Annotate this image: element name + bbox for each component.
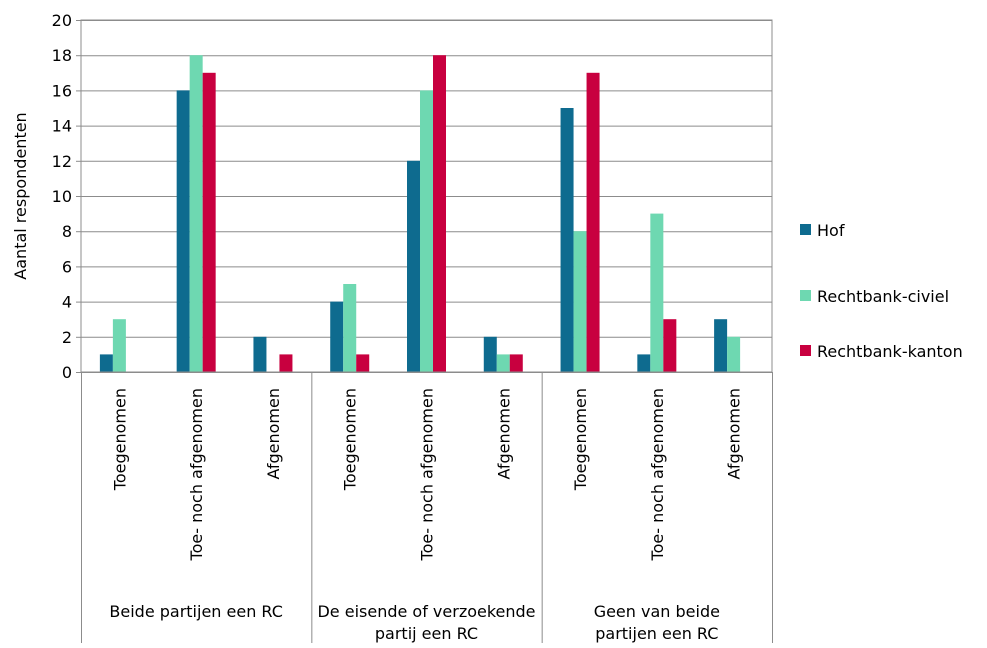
y-tick-label: 20 (52, 11, 72, 30)
legend-swatch (800, 290, 811, 301)
category-label: Toegenomen (341, 388, 360, 491)
bar-rechtbank-kanton (663, 319, 677, 372)
legend-swatch (800, 224, 811, 235)
legend-swatch (800, 345, 811, 356)
category-label: Toe- noch afgenomen (418, 388, 437, 561)
bars (99, 55, 741, 373)
y-tick-label: 16 (52, 81, 72, 100)
bar-hof (714, 319, 728, 372)
y-tick-label: 6 (62, 257, 72, 276)
bar-hof (253, 336, 267, 372)
bar-hof (483, 336, 497, 372)
bar-hof (637, 354, 651, 372)
legend-label: Rechtbank-kanton (817, 342, 963, 361)
bar-hof (560, 108, 574, 372)
legend-label: Rechtbank-civiel (817, 287, 949, 306)
bar-rechtbank-civiel (343, 284, 357, 372)
bar-rechtbank-kanton (356, 354, 370, 372)
bar-hof (330, 301, 344, 372)
category-label: Afgenomen (725, 388, 744, 480)
axes: 0 2 4 6 8 10 12 14 16 18 20 Toegenomen Toe- noch afg… (52, 11, 773, 643)
y-tick-label: 0 (62, 363, 72, 382)
bar-rechtbank-civiel (727, 336, 741, 372)
bar-rechtbank-civiel (650, 213, 664, 372)
group-label: partijen een RC (595, 624, 718, 643)
bar-hof (407, 160, 420, 372)
y-tick-label: 18 (52, 46, 72, 65)
category-label: Afgenomen (264, 388, 283, 480)
category-label: Toegenomen (571, 388, 590, 491)
y-tick-label: 14 (52, 117, 72, 136)
category-label: Toe- noch afgenomen (187, 388, 206, 561)
bar-rechtbank-civiel (112, 319, 126, 372)
group-label: Beide partijen een RC (109, 602, 283, 621)
bar-rechtbank-kanton (202, 72, 216, 373)
group-label: partij een RC (375, 624, 478, 643)
y-tick-label: 2 (62, 328, 72, 347)
bar-rechtbank-civiel (420, 90, 433, 373)
y-tick-label: 10 (52, 187, 72, 206)
bar-rechtbank-kanton (509, 354, 523, 372)
y-axis-title: Aantal respondenten (11, 112, 30, 279)
bar-hof (99, 354, 113, 372)
y-tick-label: 12 (52, 152, 72, 171)
group-label: De eisende of verzoekende (317, 602, 535, 621)
category-label: Toegenomen (110, 388, 129, 491)
bar-rechtbank-civiel (496, 354, 510, 372)
bar-hof (176, 90, 190, 373)
bar-rechtbank-civiel (573, 231, 587, 372)
legend-label: Hof (817, 221, 845, 240)
category-label: Afgenomen (494, 388, 513, 480)
category-label: Toe- noch afgenomen (648, 388, 667, 561)
bar-rechtbank-kanton (279, 354, 293, 372)
y-tick-label: 8 (62, 222, 72, 241)
legend: Hof Rechtbank-civiel Rechtbank-kanton (800, 221, 963, 361)
y-tick-label: 4 (62, 293, 72, 312)
group-label: Geen van beide (594, 602, 720, 621)
bar-rechtbank-kanton (433, 55, 446, 372)
bar-rechtbank-civiel (189, 55, 203, 372)
bar-rechtbank-kanton (586, 72, 600, 373)
